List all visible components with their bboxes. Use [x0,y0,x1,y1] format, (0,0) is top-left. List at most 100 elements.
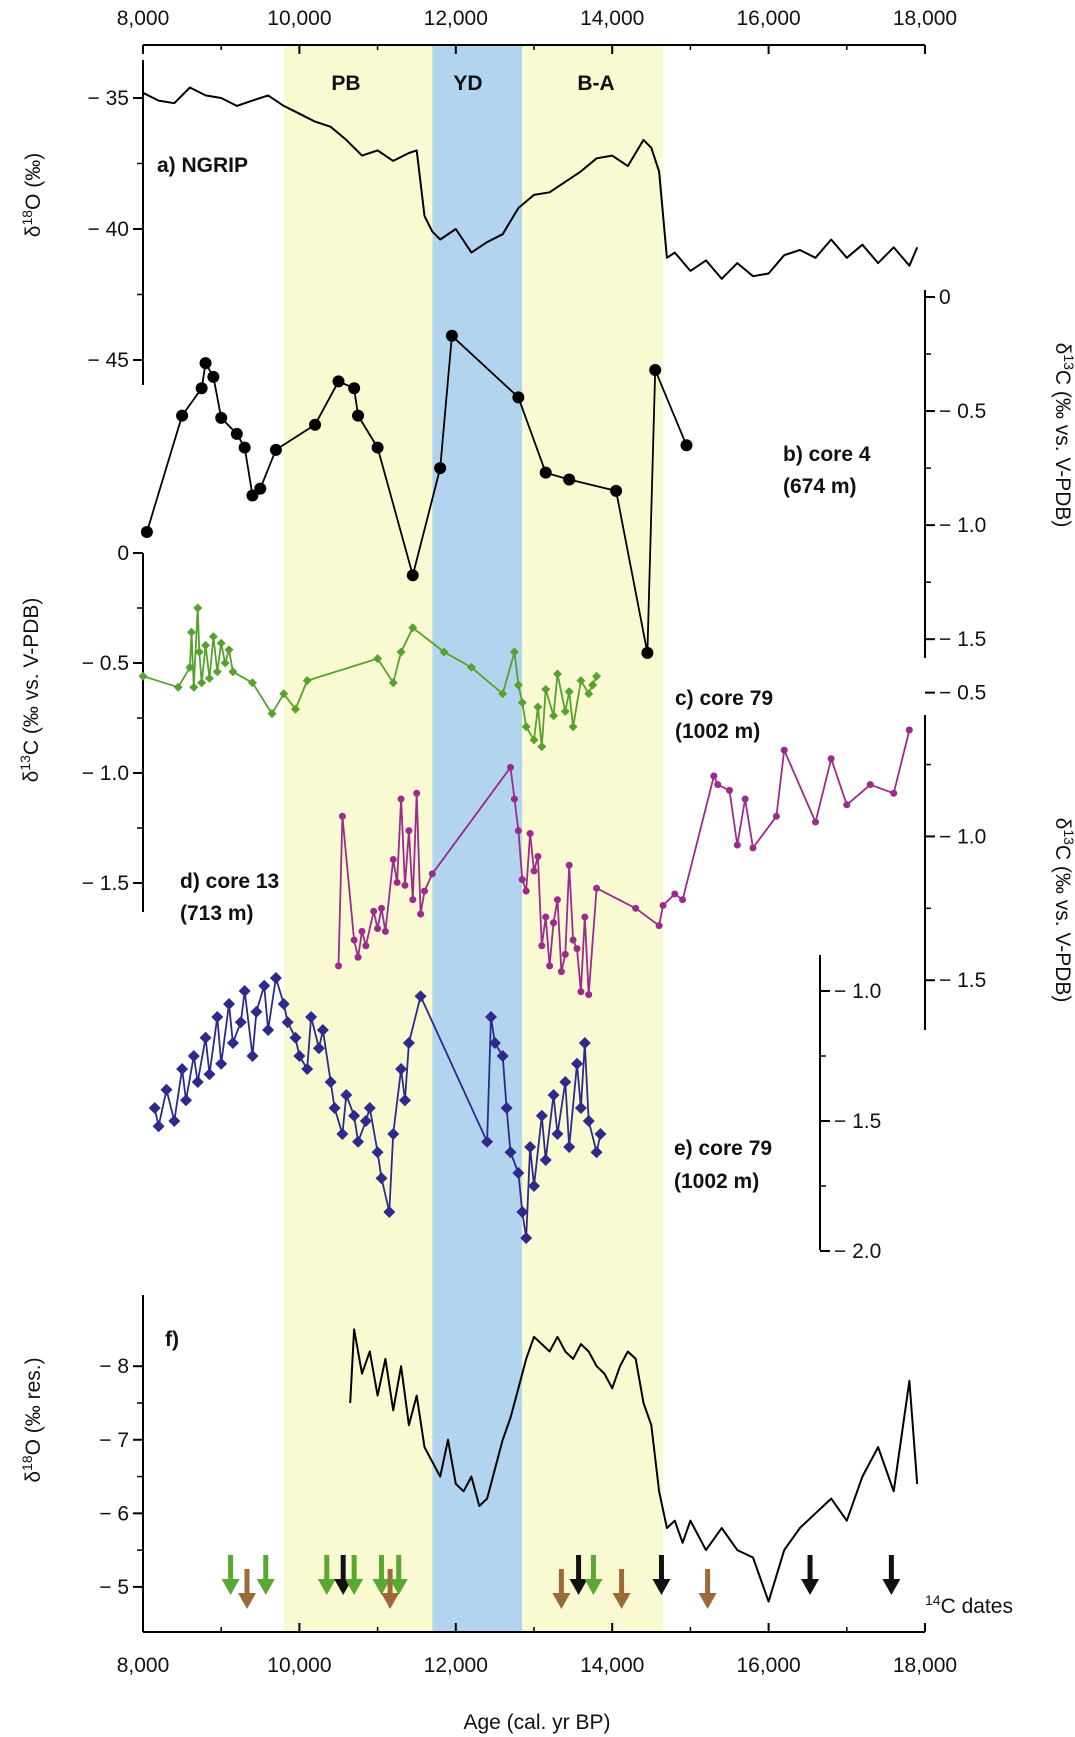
data-point-e [582,1115,595,1127]
y-tick-label-d: − 1.5 [939,969,986,992]
data-point-e [571,1057,584,1070]
x-tick-label-top: 8,000 [117,7,170,30]
data-point-e [238,985,251,997]
data-point-c [537,742,547,752]
y-title-f: δ18O (‰ res.) [19,1357,45,1482]
data-point-c [509,647,519,657]
data-point-e [352,1135,365,1148]
data-point-d [714,781,722,789]
data-point-e [488,1037,501,1049]
data-point-d [370,907,378,915]
c14-arrow-brown [552,1569,571,1609]
panel-label-a: a) NGRIP [157,154,248,177]
y-tick-label-a: − 35 [88,87,129,110]
panel-label-d-2: (713 m) [180,902,254,925]
data-point-b [230,427,243,440]
x-tick-label-top: 16,000 [736,7,800,30]
series-line-f [349,1328,919,1603]
arrow-head [317,1579,336,1595]
data-point-e [250,1005,263,1018]
data-point-e [371,1146,384,1159]
data-point-c [517,698,527,708]
c14-arrow-green [372,1555,391,1595]
x-tick-label-top: 10,000 [267,7,331,30]
arrow-head [569,1579,588,1595]
data-point-d [741,795,749,803]
data-point-b [352,409,365,422]
c14-arrow-black [569,1555,588,1595]
data-point-d [671,890,679,898]
c14-arrow-green [221,1555,240,1595]
c14-arrow-black [801,1555,820,1595]
data-point-d [393,878,401,886]
data-point-d [843,801,851,809]
data-point-b [238,441,251,454]
data-point-d [569,936,577,944]
panel-label-f: f) [165,1328,179,1351]
data-point-e [328,1102,341,1114]
arrow-head [389,1579,408,1595]
y-axis-c: 0 − 0.5 − 1.0 − 1.5 [82,542,144,912]
series-d [335,726,913,999]
data-point-c [466,662,476,672]
data-point-e [484,1011,497,1023]
data-point-d [417,910,425,918]
data-point-b [254,482,267,495]
arrow-head [238,1593,257,1609]
data-point-e [293,1050,306,1062]
data-point-d [726,786,733,794]
data-point-d [413,789,421,797]
arrow-head [882,1579,901,1595]
c14-date-arrows [221,1555,901,1609]
data-point-b [563,473,576,486]
data-point-c [521,722,531,732]
svg-text:δ13C (‰ vs. V-PDB): δ13C (‰ vs. V-PDB) [1051,818,1075,1003]
c14-arrow-black [652,1555,671,1595]
data-point-e [340,1089,353,1101]
x-tick-label-bottom: 10,000 [267,1654,331,1677]
data-point-d [585,991,593,999]
y-tick-label-e: − 1.0 [834,980,881,1003]
svg-text:δ13C (‰ vs. V-PDB): δ13C (‰ vs. V-PDB) [1051,343,1075,528]
data-point-d [710,772,718,780]
arrow-head [612,1593,631,1609]
y-tick-label-c: − 0.5 [82,652,129,675]
data-point-d [581,913,589,921]
data-point-e [312,1042,325,1055]
data-point-b [348,382,361,395]
y-tick-label-d: − 0.5 [939,682,986,705]
data-point-c [564,687,574,697]
y-axis-a: − 35 − 40 − 45 [88,60,144,385]
data-point-e [246,1050,259,1062]
data-point-c [541,684,551,694]
y-title-b: δ13C (‰ vs. V-PDB) [1051,343,1075,528]
data-point-c [173,682,183,692]
c14-arrow-green [584,1555,603,1595]
data-point-d [557,968,565,976]
data-point-d [679,896,687,904]
data-point-d [827,755,835,763]
data-point-c [185,662,195,672]
age-axes: 8,000 10,000 12,000 14,000 16,000 18,000 8,000… [117,7,957,1677]
data-point-b [649,364,662,376]
data-point-d [514,827,522,835]
data-point-e [203,1068,216,1081]
data-point-e [234,1016,247,1029]
data-point-b [406,569,419,582]
data-point-b [680,439,693,452]
data-point-c [373,654,383,664]
x-tick-label-bottom: 14,000 [580,1654,644,1677]
panel-label-e-2: (1002 m) [674,1170,759,1193]
data-point-c [549,711,559,721]
data-point-c [228,667,238,677]
data-point-e [277,998,290,1010]
data-point-b [246,489,259,502]
svg-text:δ18O (‰ res.): δ18O (‰ res.) [19,1357,45,1482]
data-point-e [168,1115,181,1127]
data-point-c [560,706,570,716]
y-tick-label-f: − 8 [99,1355,129,1378]
x-tick-label-bottom: 16,000 [736,1654,800,1677]
data-point-e [324,1076,337,1088]
y-tick-label-b: − 1.5 [939,628,986,651]
data-point-e [176,1063,189,1075]
